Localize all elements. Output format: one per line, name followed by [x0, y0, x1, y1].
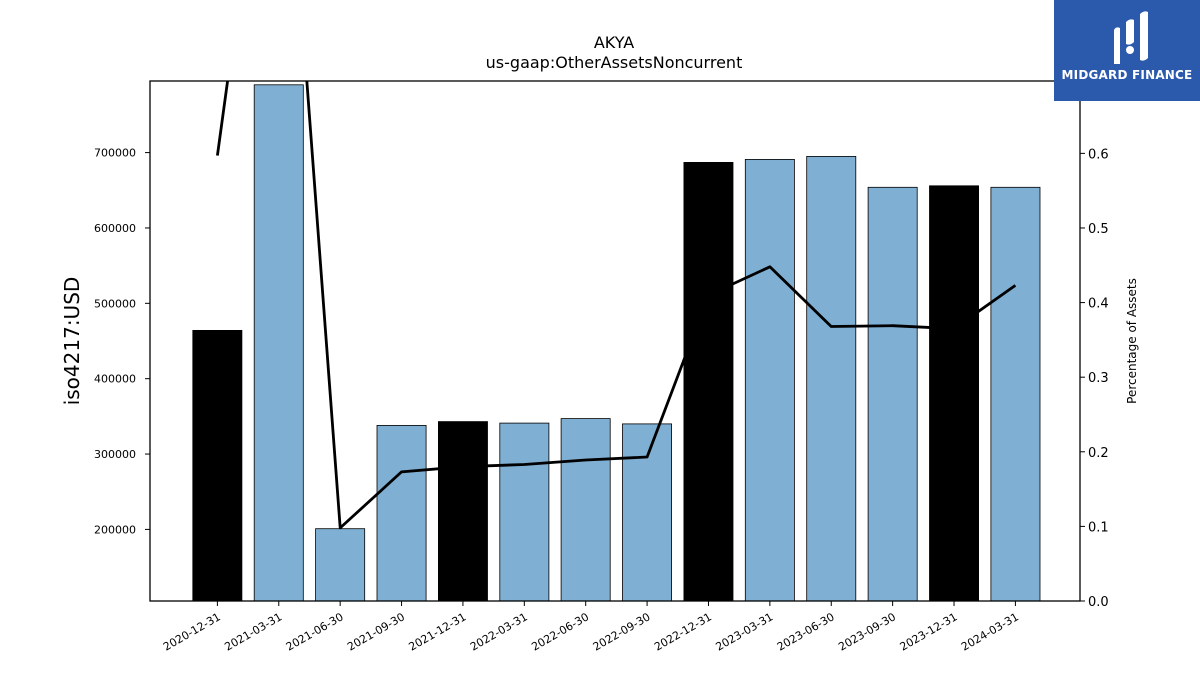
x-tick-label: 2021-06-30	[284, 610, 346, 653]
y-tick-label: 400000	[94, 373, 136, 386]
brand-logo: MIDGARD FINANCE	[1054, 0, 1200, 101]
bar-2023-12-31	[929, 185, 979, 602]
plot-frame	[149, 80, 1081, 602]
x-tick-label: 2022-12-31	[652, 610, 714, 653]
x-tick-label: 2022-09-30	[591, 610, 653, 653]
y-tick-label: 600000	[94, 222, 136, 235]
x-tick-label: 2022-03-31	[468, 610, 530, 653]
right-axis: 0.0 0.1 0.2 0.3 0.4 0.5 0.6	[1080, 147, 1109, 610]
y-axis-label: iso4217:USD	[60, 277, 84, 406]
chart-subtitle: us-gaap:OtherAssetsNoncurrent	[486, 53, 743, 72]
logo-mark-icon	[1114, 11, 1148, 64]
percentage-line-group	[216, 81, 1017, 530]
x-tick-label: 2023-06-30	[775, 610, 837, 653]
bar-2023-06-30	[806, 155, 857, 602]
y2-tick-label: 0.3	[1088, 371, 1109, 386]
bar-2021-06-30	[315, 528, 366, 602]
bar-2022-06-30	[560, 418, 611, 602]
y2-tick-label: 0.6	[1088, 147, 1109, 162]
x-tick-label: 2021-09-30	[345, 610, 407, 653]
y-tick-label: 500000	[94, 297, 136, 310]
x-tick-label: 2024-03-31	[959, 610, 1021, 653]
bar-2023-03-31	[744, 158, 795, 602]
x-tick-label: 2020-12-31	[161, 610, 223, 653]
bar-2022-03-31	[499, 422, 550, 602]
y-tick-label: 700000	[94, 147, 136, 160]
y2-tick-label: 0.1	[1088, 520, 1109, 535]
bar-2023-09-30	[867, 186, 918, 602]
bar-2021-09-30	[376, 424, 427, 602]
chart-title: AKYA	[594, 33, 634, 52]
left-axis: 200000 300000 400000 500000 600000 700000	[94, 147, 150, 536]
x-axis: 2020-12-31 2021-03-31 2021-06-30 2021-09-30…	[161, 601, 1021, 654]
x-tick-label: 2023-09-30	[836, 610, 898, 653]
bar-2024-03-31	[990, 186, 1041, 602]
bar-2021-03-31	[253, 84, 304, 602]
percentage-line	[216, 81, 1017, 530]
y-tick-label: 300000	[94, 448, 136, 461]
bars-group	[192, 84, 1041, 602]
x-tick-label: 2023-12-31	[898, 610, 960, 653]
bar-2022-09-30	[622, 423, 672, 602]
bar-2021-12-31	[437, 421, 488, 602]
bar-2020-12-31	[192, 329, 243, 602]
y2-tick-label: 0.2	[1088, 446, 1109, 461]
x-tick-label: 2021-03-31	[222, 610, 284, 653]
y2-tick-label: 0.5	[1088, 222, 1109, 237]
x-tick-label: 2021-12-31	[407, 610, 469, 653]
bar-2022-12-31	[683, 161, 734, 602]
y2-axis-label: Percentage of Assets	[1125, 278, 1139, 404]
x-tick-label: 2023-03-31	[713, 610, 775, 653]
y2-tick-label: 0.4	[1088, 297, 1109, 312]
y2-tick-label: 0.0	[1088, 595, 1109, 610]
y-tick-label: 200000	[94, 523, 136, 536]
x-tick-label: 2022-06-30	[529, 610, 591, 653]
logo-text: MIDGARD FINANCE	[1061, 68, 1193, 82]
